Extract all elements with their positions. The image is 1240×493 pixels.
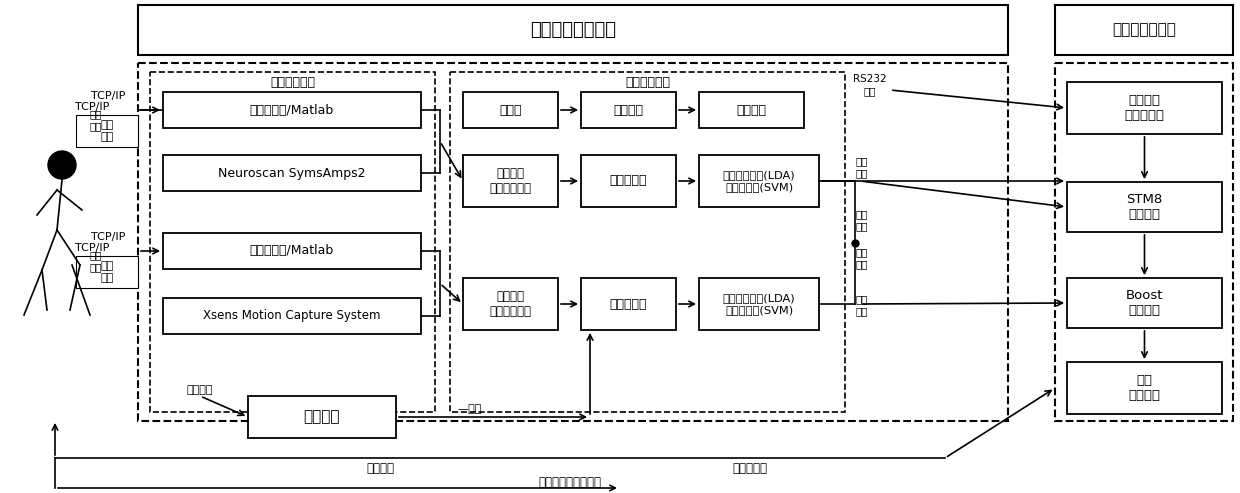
Bar <box>1055 5 1233 55</box>
Text: TCP/IP: TCP/IP <box>91 91 125 101</box>
Text: STM8
控制系统: STM8 控制系统 <box>1126 193 1163 221</box>
Text: 线性判别分析(LDA)
支持向量机(SVM): 线性判别分析(LDA) 支持向量机(SVM) <box>723 170 795 192</box>
Text: 共空间模式: 共空间模式 <box>610 297 647 311</box>
Text: 运动
程度: 运动 程度 <box>100 261 114 283</box>
Text: 状态感知
识别与切换: 状态感知 识别与切换 <box>1125 94 1164 122</box>
Bar <box>463 155 558 207</box>
Bar <box>248 396 396 438</box>
Text: 功能性电刺激系统: 功能性电刺激系统 <box>529 21 616 39</box>
Text: 开启
刺激: 开启 刺激 <box>856 156 868 178</box>
Text: 刺激强度矫正与约束: 刺激强度矫正与约束 <box>538 476 601 489</box>
Bar <box>582 92 676 128</box>
Bar <box>76 256 138 288</box>
Bar <box>150 72 435 412</box>
Bar <box>162 155 422 191</box>
Bar <box>1066 362 1221 414</box>
Bar <box>76 115 138 147</box>
Text: 二级
控制: 二级 控制 <box>856 247 868 269</box>
Text: 运动
起始: 运动 起始 <box>100 120 114 142</box>
Text: 电刺激信号: 电刺激信号 <box>733 461 768 474</box>
Text: 神经反馈: 神经反馈 <box>366 461 394 474</box>
Text: 反馈模块: 反馈模块 <box>304 410 340 424</box>
Bar <box>162 92 422 128</box>
Bar <box>138 63 1008 421</box>
Bar <box>1066 82 1221 134</box>
Text: 共空间模式: 共空间模式 <box>610 175 647 187</box>
Text: 功能性电刺激器: 功能性电刺激器 <box>1112 23 1176 37</box>
Text: 一级
控制: 一级 控制 <box>856 209 868 231</box>
Text: 基线校正
巴特沃斯滤波: 基线校正 巴特沃斯滤波 <box>490 167 532 195</box>
Text: 信号处理模块: 信号处理模块 <box>625 76 670 90</box>
Text: 姿态信息: 姿态信息 <box>187 385 213 395</box>
Bar <box>582 278 676 330</box>
Text: 线性判别分析(LDA)
支持向量机(SVM): 线性判别分析(LDA) 支持向量机(SVM) <box>723 293 795 315</box>
Text: 刺激
强度: 刺激 强度 <box>856 294 868 316</box>
Bar <box>699 92 804 128</box>
Text: 模式识别: 模式识别 <box>737 104 766 116</box>
Text: TCP/IP: TCP/IP <box>74 102 109 112</box>
Text: TCP/IP: TCP/IP <box>74 243 109 253</box>
Bar <box>699 278 818 330</box>
Text: 基线校正
巴特沃斯滤波: 基线校正 巴特沃斯滤波 <box>490 290 532 318</box>
Bar <box>1066 182 1221 232</box>
Bar <box>138 5 1008 55</box>
Text: 特征提取: 特征提取 <box>614 104 644 116</box>
Text: 预处理: 预处理 <box>500 104 522 116</box>
Text: RS232
串口: RS232 串口 <box>853 74 887 96</box>
Bar <box>699 155 818 207</box>
Text: 脑电传感器/Matlab: 脑电传感器/Matlab <box>250 104 334 116</box>
Text: 运动
起始: 运动 起始 <box>89 109 102 131</box>
Bar <box>162 233 422 269</box>
Text: 运动
程度: 运动 程度 <box>89 250 102 272</box>
Text: 姿态传感器/Matlab: 姿态传感器/Matlab <box>250 245 334 257</box>
Text: Boost
升压电路: Boost 升压电路 <box>1126 289 1163 317</box>
Text: TCP/IP: TCP/IP <box>91 232 125 242</box>
Bar <box>1055 63 1233 421</box>
Bar <box>463 92 558 128</box>
Bar <box>162 298 422 334</box>
Text: 产生
刺激脉冲: 产生 刺激脉冲 <box>1128 374 1161 402</box>
Bar <box>450 72 844 412</box>
Bar <box>463 278 558 330</box>
Text: Xsens Motion Capture System: Xsens Motion Capture System <box>203 310 381 322</box>
Text: Neuroscan SymsAmps2: Neuroscan SymsAmps2 <box>218 167 366 179</box>
Text: —评估: —评估 <box>458 404 482 414</box>
Circle shape <box>48 151 76 179</box>
Bar <box>1066 278 1221 328</box>
Text: 信号采集模块: 信号采集模块 <box>270 76 315 90</box>
Bar <box>582 155 676 207</box>
